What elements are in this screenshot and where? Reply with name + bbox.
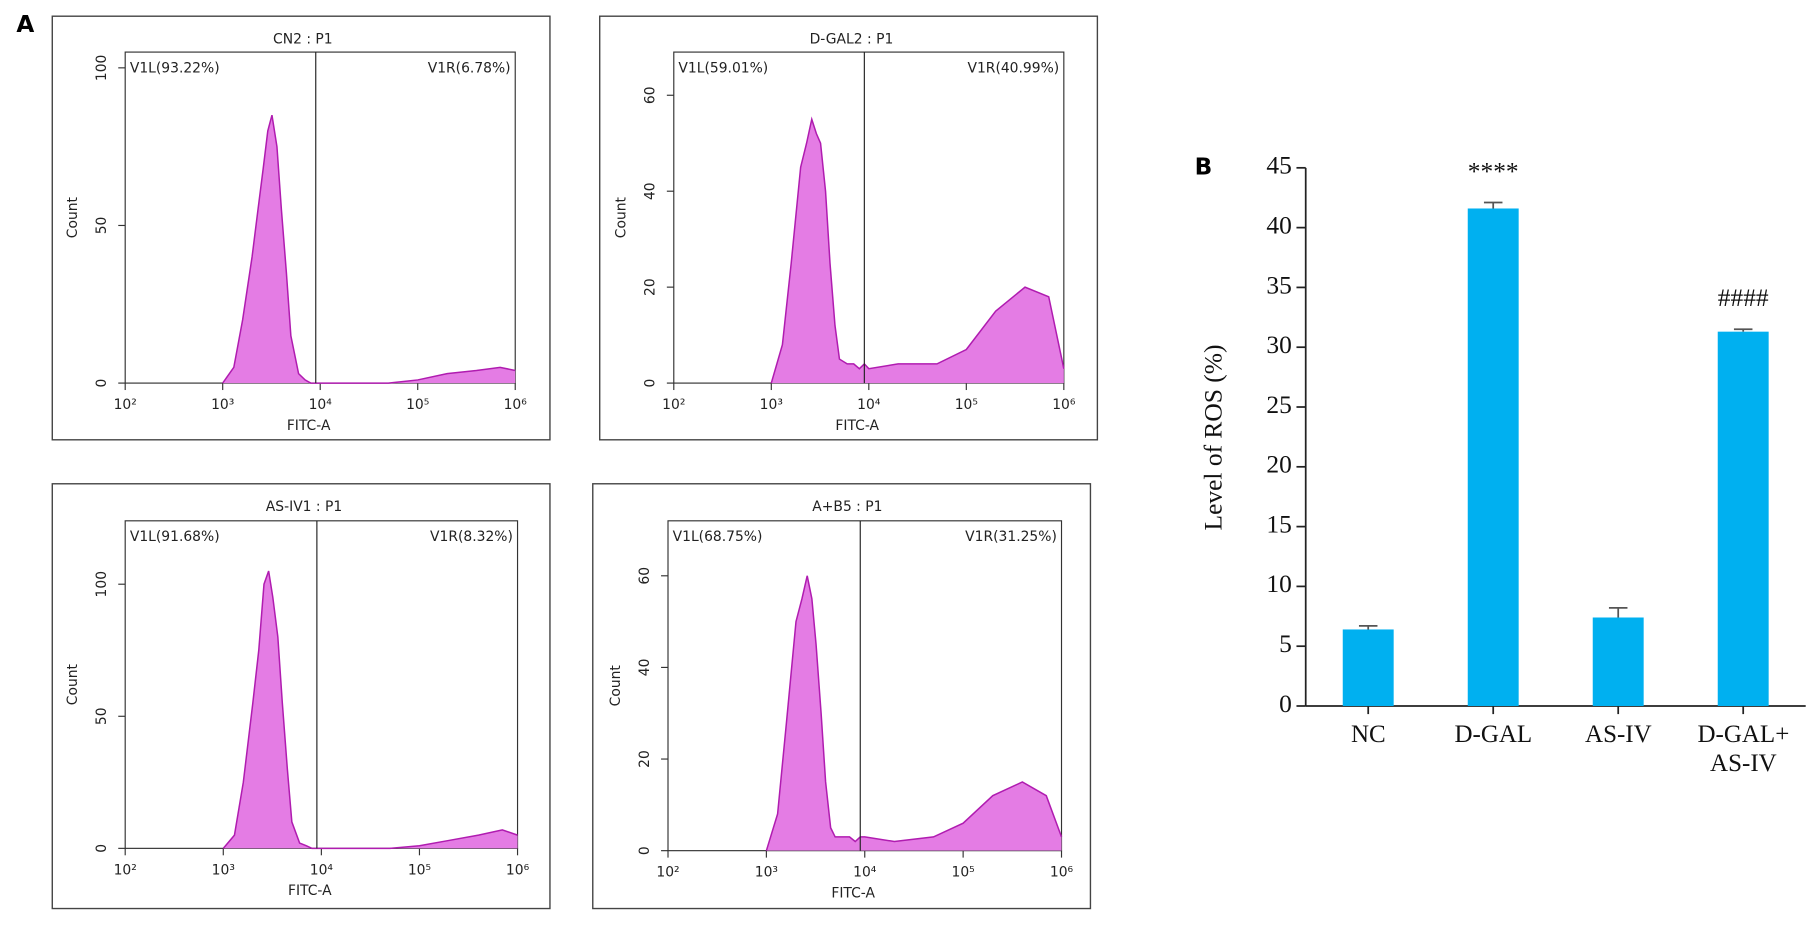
- y-axis-label: Count: [614, 196, 630, 238]
- y-tick-label: 30: [1266, 330, 1291, 359]
- gate-label: V1L(91.68%): [130, 529, 220, 545]
- x-tick-label: 10⁶: [1050, 865, 1074, 881]
- gate-label: V1L(93.22%): [130, 60, 220, 76]
- bar: [1467, 208, 1519, 706]
- y-axis-label: Count: [65, 663, 81, 705]
- x-tick-label: 10²: [114, 862, 137, 878]
- y-tick-label: 20: [637, 750, 653, 768]
- y-tick-label: 20: [643, 278, 659, 296]
- gate-label: V1L(68.75%): [673, 529, 763, 545]
- panel-title: CN2 : P1: [273, 31, 333, 47]
- y-tick-label: 20: [1266, 450, 1291, 479]
- x-tick-label: NC: [1350, 721, 1386, 749]
- panel-frame: [51, 483, 551, 910]
- panel-frame: [592, 483, 1092, 910]
- y-tick-label: 60: [637, 567, 653, 585]
- histogram-fill: [771, 119, 1064, 384]
- y-tick-label: 40: [643, 182, 659, 200]
- x-tick-label: 10³: [755, 865, 778, 881]
- y-tick-label: 0: [637, 846, 653, 855]
- y-tick-label: 45: [1266, 151, 1291, 180]
- bar: [1592, 617, 1644, 706]
- panel-title: D-GAL2 : P1: [810, 31, 894, 47]
- panel-title: A+B5 : P1: [812, 499, 882, 515]
- x-tick-label: 10⁵: [952, 865, 975, 881]
- x-tick-label: 10³: [211, 397, 234, 413]
- x-tick-label: 10³: [760, 397, 783, 413]
- panel-label: A: [16, 12, 34, 38]
- histogram: [222, 114, 516, 384]
- y-tick-label: 5: [1279, 629, 1292, 658]
- significance-label: ####: [1718, 283, 1769, 312]
- gate-label: V1R(31.25%): [965, 529, 1057, 545]
- histogram: [770, 116, 1065, 384]
- y-tick-label: 0: [643, 379, 659, 388]
- histogram-fill: [222, 115, 516, 384]
- error-bar: [1608, 607, 1628, 618]
- bar: [1342, 629, 1394, 706]
- y-tick-label: 40: [1266, 210, 1291, 239]
- panel-frame: [599, 15, 1099, 441]
- y-tick-label: 0: [94, 379, 110, 388]
- x-tick-label: 10³: [212, 862, 235, 878]
- error-bar: [1358, 625, 1378, 630]
- y-tick-label: 35: [1266, 270, 1291, 299]
- panel-label: B: [1195, 154, 1213, 180]
- error-bar: [1733, 328, 1753, 332]
- panel-title: AS-IV1 : P1: [266, 499, 342, 515]
- x-tick-label: 10⁴: [310, 862, 334, 878]
- histogram-fill: [223, 571, 518, 849]
- gate-label: V1R(40.99%): [967, 60, 1059, 76]
- y-axis-label: Count: [608, 665, 624, 707]
- y-axis-label: Level of ROS (%): [1198, 345, 1227, 531]
- x-tick-label: 10⁴: [857, 397, 881, 413]
- y-tick-label: 10: [1266, 569, 1291, 598]
- y-tick-label: 25: [1266, 390, 1291, 419]
- y-axis-label: Count: [65, 196, 81, 238]
- y-tick-label: 100: [94, 55, 110, 81]
- x-tick-label: 10⁴: [853, 865, 877, 881]
- histogram: [222, 570, 518, 850]
- x-axis-label: FITC-A: [288, 883, 332, 899]
- y-tick-label: 50: [94, 707, 110, 725]
- significance-label: ****: [1468, 156, 1519, 185]
- histogram: [765, 575, 1063, 851]
- x-tick-label: D-GAL: [1454, 721, 1533, 749]
- bar: [1717, 331, 1769, 706]
- x-tick-label: 10²: [114, 397, 137, 413]
- x-tick-label: 10⁵: [406, 397, 429, 413]
- x-tick-label: D-GAL+ AS-IV: [1697, 721, 1790, 778]
- panel-frame: [51, 15, 551, 441]
- y-tick-label: 40: [637, 659, 653, 677]
- x-axis-label: FITC-A: [831, 885, 875, 901]
- x-tick-label: 10²: [662, 397, 685, 413]
- error-bar: [1483, 201, 1503, 209]
- y-tick-label: 50: [94, 217, 110, 235]
- gate-label: V1L(59.01%): [678, 60, 768, 76]
- x-tick-label: 10⁶: [506, 862, 530, 878]
- gate-label: V1R(8.32%): [430, 529, 513, 545]
- x-tick-label: 10⁵: [955, 397, 978, 413]
- gate-label: V1R(6.78%): [428, 60, 511, 76]
- x-axis-label: FITC-A: [835, 418, 879, 434]
- plot-frame: [124, 51, 516, 384]
- y-tick-label: 60: [643, 86, 659, 104]
- histogram-fill: [766, 575, 1062, 851]
- y-tick-label: 100: [94, 571, 110, 597]
- x-tick-label: 10⁶: [504, 397, 528, 413]
- x-axis-label: FITC-A: [287, 418, 331, 434]
- x-tick-label: 10⁶: [1052, 397, 1076, 413]
- plot-frame: [124, 520, 519, 849]
- x-tick-label: 10⁵: [408, 862, 431, 878]
- x-tick-label: AS-IV: [1585, 721, 1652, 749]
- y-tick-label: 15: [1266, 509, 1291, 538]
- y-tick-label: 0: [1279, 689, 1292, 718]
- y-tick-label: 0: [94, 844, 110, 853]
- x-tick-label: 10²: [656, 865, 679, 881]
- x-tick-label: 10⁴: [309, 397, 333, 413]
